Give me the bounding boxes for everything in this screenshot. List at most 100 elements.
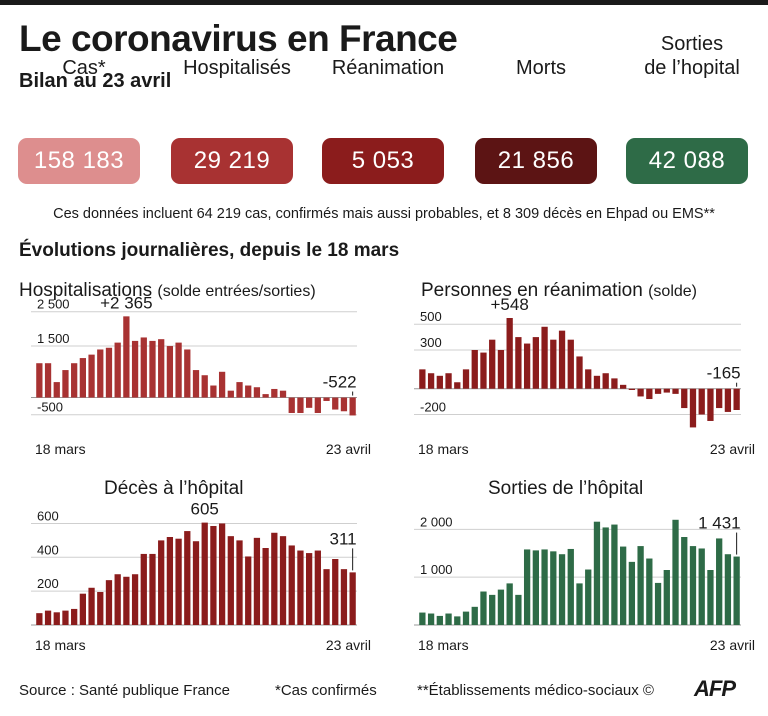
bar	[88, 587, 95, 625]
bar	[541, 549, 548, 625]
x-start-label: 18 mars	[418, 441, 469, 457]
footer-cas-note: *Cas confirmés	[275, 682, 377, 699]
bar	[663, 570, 670, 625]
footer-source: Source : Santé publique France	[19, 682, 230, 699]
bar	[602, 527, 609, 625]
bar	[681, 537, 688, 625]
bar	[166, 537, 174, 625]
bar	[628, 388, 636, 390]
bar	[288, 397, 295, 413]
chart-title-main: Personnes en réanimation	[421, 280, 643, 301]
bar	[192, 370, 200, 398]
bar	[245, 385, 252, 398]
bar	[271, 388, 278, 398]
bar	[558, 554, 566, 625]
bar	[707, 570, 714, 625]
bar	[71, 608, 78, 625]
bar	[210, 526, 217, 625]
bar	[550, 551, 557, 625]
bar	[585, 369, 592, 389]
bar	[140, 553, 147, 625]
bar	[36, 613, 43, 625]
bar	[297, 397, 304, 413]
bar	[515, 337, 522, 389]
bar	[253, 387, 261, 398]
bar	[489, 594, 496, 625]
bar	[654, 582, 662, 625]
bar	[716, 388, 723, 409]
section-title: Évolutions journalières, depuis le 18 ma…	[19, 240, 400, 261]
page-subtitle: Bilan au 23 avril	[19, 70, 172, 92]
bar	[218, 523, 226, 625]
bar	[523, 343, 531, 389]
y-tick-label: 200	[37, 576, 59, 591]
bar	[306, 553, 313, 625]
x-end-label: 23 avril	[326, 441, 371, 457]
bar	[131, 574, 139, 625]
bar	[149, 553, 156, 625]
bar	[210, 385, 217, 398]
bar	[105, 580, 113, 625]
bar	[663, 388, 670, 393]
bar	[445, 613, 452, 625]
bar	[44, 610, 52, 625]
y-tick-label: -200	[420, 400, 446, 415]
bar	[218, 371, 226, 398]
bar	[593, 375, 601, 389]
kpi-value: 42 088	[626, 138, 748, 184]
bar	[79, 593, 86, 625]
x-end-label: 23 avril	[710, 441, 755, 457]
bar	[332, 559, 339, 625]
y-tick-label: -500	[37, 400, 63, 415]
bar	[427, 613, 435, 625]
kpi-label: Réanimation	[331, 57, 445, 79]
bar	[114, 342, 121, 398]
bar	[184, 349, 191, 398]
x-start-label: 18 mars	[418, 637, 469, 653]
bar	[158, 540, 165, 625]
bar	[340, 397, 348, 412]
bar	[445, 373, 452, 389]
x-end-label: 23 avril	[326, 637, 371, 653]
bar	[454, 616, 461, 625]
bar	[279, 390, 287, 398]
bar	[654, 388, 662, 394]
bar	[332, 397, 339, 410]
bar	[689, 546, 697, 625]
bar	[681, 388, 688, 409]
bar	[175, 342, 182, 398]
bar	[123, 576, 130, 625]
bar	[349, 572, 356, 625]
bar	[166, 346, 174, 398]
bar	[724, 388, 732, 412]
bar	[279, 536, 287, 625]
bar	[62, 370, 69, 398]
bar	[672, 519, 679, 625]
bar	[149, 340, 156, 398]
bar	[698, 388, 705, 415]
bar	[227, 536, 234, 625]
bar	[689, 388, 697, 428]
bar	[716, 538, 723, 625]
annotation-label: 311	[330, 529, 357, 548]
bar	[245, 556, 252, 625]
bar	[349, 397, 356, 416]
kpi-value: 21 856	[475, 138, 597, 184]
chart-title-hospitalisations: Hospitalisations (solde entrées/sorties)	[19, 280, 316, 302]
bar	[44, 363, 52, 398]
bar	[462, 611, 470, 625]
page-title: Le coronavirus en France	[19, 18, 458, 59]
annotation-label: +548	[491, 295, 529, 314]
bar	[201, 375, 208, 398]
bar	[523, 549, 531, 625]
bar	[602, 373, 609, 389]
bar	[506, 318, 513, 389]
bar	[733, 388, 740, 410]
bar	[707, 388, 714, 421]
chart-title-deces: Décès à l’hôpital	[104, 478, 243, 500]
bar	[724, 554, 732, 625]
kpi-label: Morts	[516, 57, 566, 79]
bar	[611, 524, 618, 625]
bar	[36, 363, 43, 398]
